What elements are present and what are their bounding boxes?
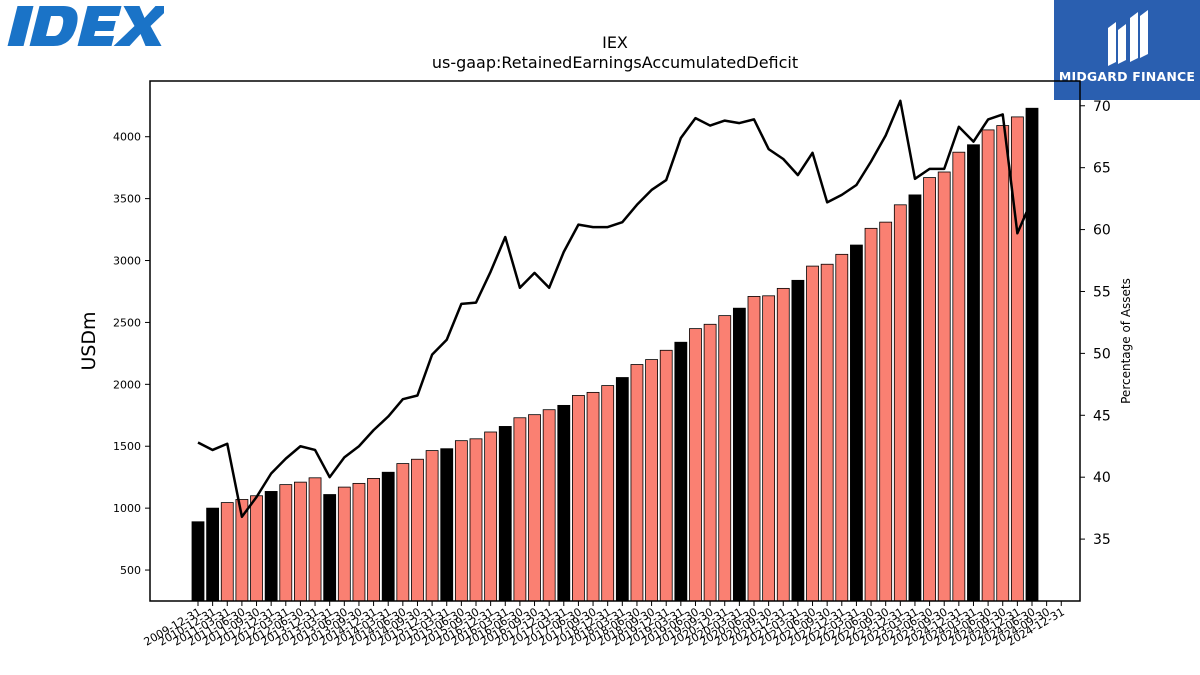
- bar: [367, 478, 380, 602]
- bar: [440, 448, 454, 602]
- midgard-brand-text: MIDGARD FINANCE: [1058, 69, 1196, 84]
- chart-subtitle: us-gaap:RetainedEarningsAccumulatedDefic…: [432, 53, 798, 72]
- bar: [528, 414, 541, 602]
- midgard-finance-logo: MIDGARD FINANCE: [1054, 0, 1200, 100]
- y-tick-label: 1500: [113, 440, 141, 453]
- bar: [454, 440, 468, 602]
- y2-tick-label: 60: [1093, 223, 1111, 239]
- y-tick-label: 3500: [113, 193, 141, 206]
- bar: [645, 359, 658, 602]
- bar: [615, 377, 629, 602]
- bar: [893, 204, 907, 602]
- y2-tick-label: 70: [1093, 99, 1111, 115]
- bar: [572, 395, 585, 602]
- bar: [996, 125, 1010, 602]
- bar: [352, 482, 366, 602]
- bar: [513, 417, 527, 602]
- bar: [279, 484, 293, 602]
- bar: [689, 328, 702, 602]
- bar: [425, 450, 439, 602]
- bar: [820, 263, 834, 602]
- bar: [747, 296, 761, 602]
- y2-tick-label: 40: [1093, 470, 1111, 486]
- plot-frame: [149, 80, 1081, 602]
- bar: [923, 177, 936, 602]
- y-axis-label: USDm: [78, 311, 100, 370]
- bar: [879, 221, 893, 602]
- bar: [469, 438, 483, 602]
- bar: [835, 253, 849, 602]
- bar: [484, 431, 498, 602]
- chart-title: IEX: [602, 33, 628, 52]
- bar: [294, 481, 307, 602]
- bar: [937, 171, 951, 602]
- y-tick-label: 3000: [113, 255, 141, 268]
- bar: [967, 144, 980, 602]
- bar: [1025, 107, 1039, 602]
- y-tick-label: 1000: [113, 502, 141, 515]
- bar: [411, 458, 424, 602]
- y-tick-label: 2000: [113, 378, 141, 391]
- bar: [762, 295, 776, 602]
- bar: [498, 426, 512, 602]
- y2-axis-label: Percentage of Assets: [1119, 278, 1133, 404]
- bar: [542, 409, 556, 602]
- bar: [630, 364, 644, 602]
- percentage-line: [197, 99, 1034, 519]
- bar: [206, 507, 220, 602]
- y2-tick-label: 55: [1093, 284, 1111, 300]
- bar: [381, 471, 395, 602]
- bar: [659, 349, 673, 602]
- bar: [308, 477, 322, 602]
- y2-tick-label: 35: [1093, 532, 1111, 548]
- bar: [191, 521, 205, 602]
- bar: [776, 287, 790, 602]
- y-tick-label: 500: [120, 564, 141, 577]
- bar: [806, 265, 819, 602]
- bar: [850, 244, 863, 602]
- y-tick-label: 2500: [113, 316, 141, 329]
- bar: [396, 463, 410, 602]
- bar: [264, 491, 278, 602]
- bar: [703, 323, 717, 602]
- bar: [323, 494, 337, 602]
- idex-logo: [4, 4, 172, 54]
- y2-tick-label: 50: [1093, 346, 1111, 362]
- bar: [952, 151, 966, 602]
- bar: [908, 194, 922, 602]
- bar: [732, 307, 746, 602]
- bar: [718, 315, 732, 602]
- bar: [864, 227, 878, 602]
- bar: [220, 502, 234, 602]
- bar: [557, 404, 571, 602]
- bar: [674, 341, 688, 602]
- y-tick-label: 4000: [113, 131, 141, 144]
- y2-tick-label: 45: [1093, 408, 1111, 424]
- bar: [250, 495, 263, 602]
- bar: [791, 279, 805, 602]
- bar: [337, 486, 351, 602]
- bar: [981, 129, 995, 602]
- bar: [586, 391, 600, 602]
- y2-tick-label: 65: [1093, 161, 1111, 177]
- bar: [601, 385, 615, 602]
